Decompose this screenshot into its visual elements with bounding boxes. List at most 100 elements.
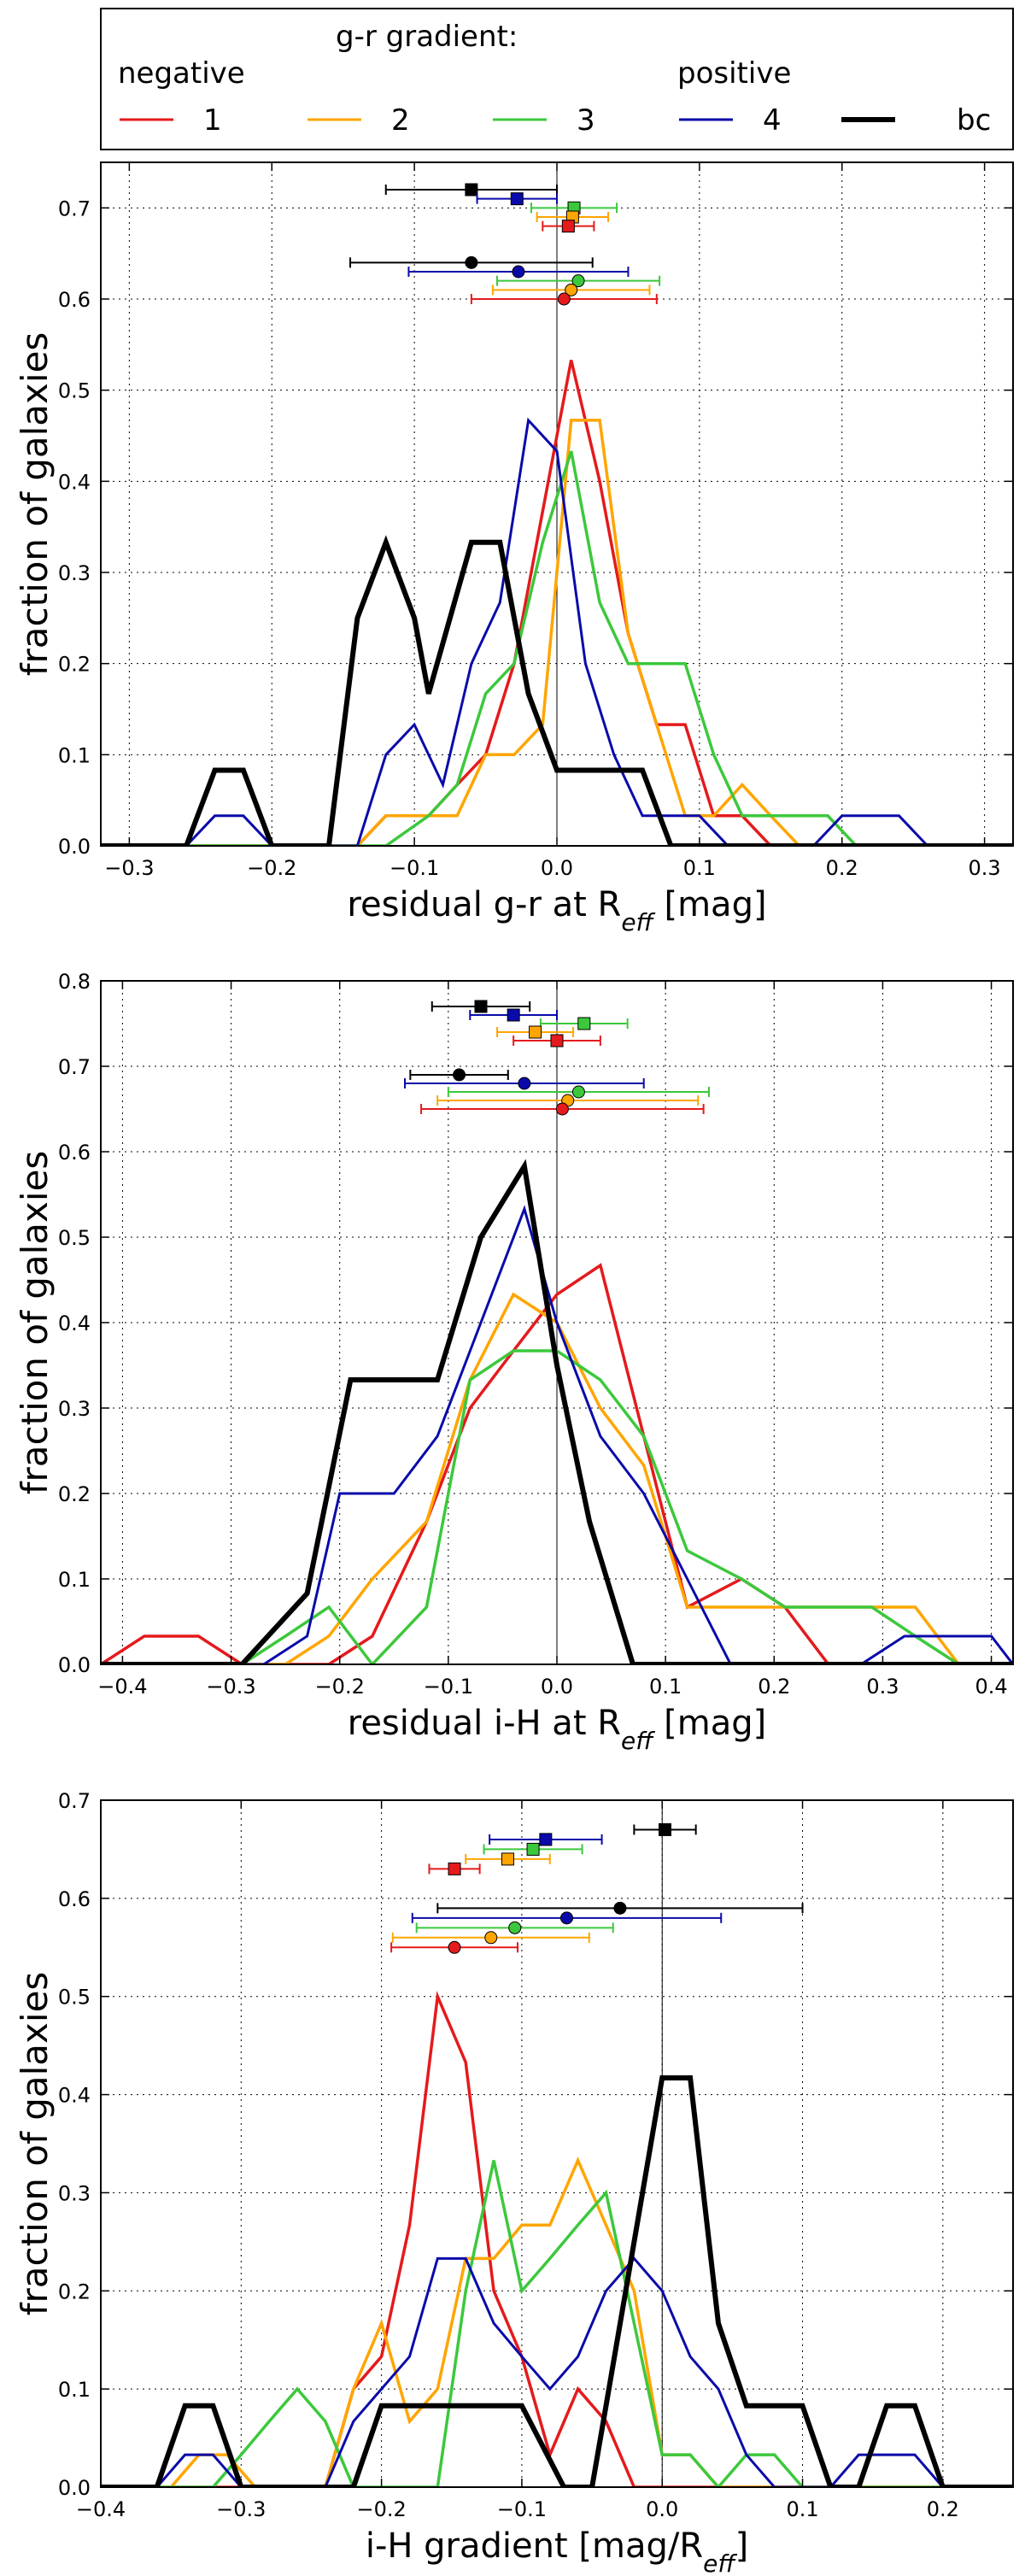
legend-label-4: 4	[763, 103, 782, 138]
series-line-bc	[101, 535, 1013, 846]
y-tick-label: 0.3	[58, 561, 91, 585]
ticks: −0.3 −0.2 −0.1 0.0 0.1 0.2 0.3 0.0 0.1 0.2 0.3 0.4 0…	[58, 162, 1013, 880]
errorbar-marker-square	[561, 220, 575, 233]
errorbar-4-circle	[404, 1077, 645, 1090]
y-tick-label: 0.7	[58, 197, 91, 220]
errorbar-bc-square	[633, 1822, 697, 1836]
y-tick-label: 0.5	[58, 379, 91, 403]
y-tick-label: 0.3	[58, 1397, 91, 1421]
x-tick-label: −0.4	[76, 2497, 126, 2521]
y-tick-label: 0.2	[58, 653, 91, 677]
x-tick-label: −0.3	[216, 2497, 266, 2521]
y-tick-label: 0.4	[58, 470, 91, 494]
errorbar-1-circle	[420, 1102, 705, 1116]
plot-area	[101, 360, 1013, 846]
x-tick-label: −0.1	[424, 1675, 473, 1699]
y-tick-label: 0.7	[58, 1789, 91, 1813]
series-line-4	[101, 1205, 1013, 1664]
y-tick-label: 0.7	[58, 1055, 91, 1079]
errorbar-bc-circle	[349, 255, 594, 269]
plot-area	[101, 1991, 1013, 2487]
legend-frame	[100, 8, 1014, 150]
y-tick-label: 0.3	[58, 2181, 91, 2205]
x-tick-label: −0.2	[356, 2497, 406, 2521]
errorbar-4-square	[489, 1833, 603, 1846]
errorbar-marker-square	[526, 1842, 540, 1856]
y-tick-label: 0.0	[58, 835, 91, 859]
errorbar-marker-square	[465, 183, 478, 197]
x-tick-label: 0.1	[649, 1675, 682, 1699]
x-axis-label: residual i-H at Reff [mag]	[348, 1704, 767, 1755]
errorbar-marker-circle	[560, 1911, 574, 1925]
errorbar-4-square	[469, 1008, 558, 1022]
errorbar-4-circle	[411, 1911, 723, 1925]
y-axis-label: fraction of galaxies	[14, 1151, 56, 1495]
y-tick-label: 0.4	[58, 1311, 91, 1335]
errorbar-marker-circle	[555, 1102, 569, 1116]
x-tick-label: 0.0	[541, 856, 573, 880]
y-axis-label: fraction of galaxies	[14, 1972, 56, 2316]
errorbar-marker-square	[448, 1862, 461, 1875]
series-line-2	[101, 1292, 1013, 1664]
y-tick-label: 0.6	[58, 288, 91, 312]
y-tick-label: 0.5	[58, 1986, 91, 2010]
x-axis-label: i-H gradient [mag/Reff]	[366, 2526, 748, 2576]
grid	[101, 1799, 1013, 2488]
errorbar-marker-circle	[518, 1077, 531, 1090]
errorbar-marker-square	[501, 1852, 514, 1866]
errorbar-marker-square	[474, 1000, 488, 1013]
plot-area	[101, 1159, 1013, 1664]
errorbar-1-square	[428, 1862, 481, 1875]
errorbar-2-circle	[436, 1094, 700, 1107]
errorbar-2-square	[465, 1852, 551, 1866]
y-tick-label: 0.8	[58, 970, 91, 994]
x-tick-label: −0.3	[104, 856, 154, 880]
legend-label-3: 3	[577, 103, 595, 138]
y-tick-label: 0.1	[58, 1568, 91, 1592]
errorbar-marker-square	[577, 1017, 591, 1030]
errorbar-marker-circle	[565, 283, 578, 296]
errorbar-1-square	[542, 220, 595, 233]
errorbar-marker-square	[510, 192, 524, 206]
y-tick-label: 0.1	[58, 743, 91, 767]
series-line-1	[101, 1991, 1013, 2487]
x-tick-label: 0.0	[646, 2497, 678, 2521]
y-tick-label: 0.0	[58, 2476, 91, 2500]
errorbar-marker-circle	[613, 1901, 627, 1915]
errorbar-marker-square	[529, 1025, 542, 1039]
panel-residual-g-r: −0.3 −0.2 −0.1 0.0 0.1 0.2 0.3 0.0 0.1 0.2 0.3 0.4 0…	[14, 161, 1014, 936]
x-tick-label: 0.4	[975, 1675, 1007, 1699]
ticks: −0.4 −0.3 −0.2 −0.1 0.0 0.1 0.2 0.0 0.1 0.2 0.3 0.4…	[58, 1789, 1013, 2521]
legend-label-bc: bc	[957, 103, 991, 138]
y-tick-label: 0.5	[58, 1226, 91, 1250]
errorbar-1-square	[512, 1034, 601, 1047]
y-tick-label: 0.1	[58, 2378, 91, 2402]
y-tick-label: 0.0	[58, 1653, 91, 1677]
series-line-3	[101, 2160, 1013, 2487]
series-line-3	[101, 450, 1013, 846]
errorbar-marker-circle	[571, 274, 585, 288]
errorbar-marker-square	[550, 1034, 564, 1047]
errorbar-marker-circle	[448, 1940, 461, 1954]
x-tick-label: −0.2	[247, 856, 296, 880]
x-tick-label: 0.3	[969, 856, 1001, 880]
y-tick-label: 0.6	[58, 1141, 91, 1165]
y-axis-label: fraction of galaxies	[14, 332, 56, 677]
series-line-1	[101, 1263, 1013, 1664]
x-tick-label: 0.3	[866, 1675, 899, 1699]
errorbar-3-square	[539, 1017, 629, 1030]
legend-label-2: 2	[391, 103, 410, 138]
errorbar-3-circle	[495, 274, 661, 288]
errorbar-marker-circle	[508, 1921, 522, 1934]
x-tick-label: −0.4	[97, 1675, 147, 1699]
legend: g-r gradient: negative positive 1 2 3 4 …	[100, 8, 1014, 150]
errorbar-1-circle	[390, 1940, 518, 1954]
errorbar-4-square	[476, 192, 558, 206]
errorbar-4-circle	[407, 265, 630, 279]
x-tick-label: 0.1	[683, 856, 716, 880]
errorbar-1-circle	[470, 292, 658, 306]
axes-frame	[100, 1799, 1014, 2488]
errorbar-bc-square	[384, 183, 558, 197]
legend-negative-label: negative	[118, 56, 245, 91]
